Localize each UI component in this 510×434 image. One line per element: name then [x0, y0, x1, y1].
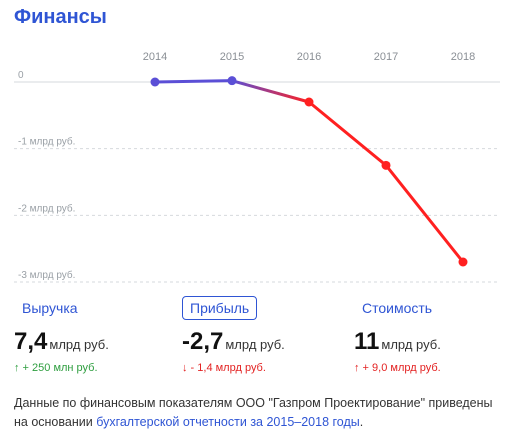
revenue-unit: млрд руб.: [49, 337, 109, 352]
y-tick-label: -1 млрд руб.: [18, 136, 75, 148]
profit-value: -2,7: [182, 328, 224, 355]
cost-unit: млрд руб.: [381, 337, 441, 352]
cost-value: 11: [354, 328, 380, 355]
revenue-change: ↑ + 250 млн руб.: [14, 362, 98, 374]
note-end: .: [359, 415, 364, 429]
x-tick-label: 2015: [220, 51, 244, 63]
data-point: [150, 77, 160, 87]
tab-cost[interactable]: Стоимость: [362, 300, 433, 316]
series-segment: [153, 79, 234, 84]
profit-change: ↓ - 1,4 млрд руб.: [182, 362, 266, 374]
y-tick-label: -2 млрд руб.: [18, 202, 75, 214]
data-source-note: Данные по финансовым показателям ООО "Га…: [14, 394, 504, 432]
x-tick-label: 2014: [143, 51, 167, 63]
section-title: Финансы: [14, 6, 107, 28]
revenue-value: 7,4: [14, 328, 48, 355]
data-point: [458, 257, 468, 267]
data-point: [227, 76, 237, 86]
tab-profit[interactable]: Прибыль: [182, 296, 258, 320]
series-segment: [384, 163, 465, 264]
financial-statements-link[interactable]: бухгалтерской отчетности за 2015–2018 го…: [96, 415, 360, 429]
data-point: [381, 160, 391, 170]
tab-revenue[interactable]: Выручка: [22, 300, 78, 316]
metric-value: Стоимость 11 млрд руб. ↑ + 9,0 млрд руб.: [354, 296, 504, 374]
note-text: Данные по финансовым показателям ООО "Га…: [14, 396, 493, 429]
data-point: [304, 97, 314, 107]
x-tick-label: 2018: [451, 51, 475, 63]
profit-unit: млрд руб.: [225, 337, 285, 352]
x-tick-label: 2017: [374, 51, 398, 63]
series-segment: [230, 79, 311, 104]
metric-profit: Прибыль -2,7 млрд руб. ↓ - 1,4 млрд руб.: [182, 296, 332, 374]
x-tick-label: 2016: [297, 51, 321, 63]
y-tick-label: -3 млрд руб.: [18, 269, 75, 281]
cost-change: ↑ + 9,0 млрд руб.: [354, 362, 441, 374]
y-tick-label: 0: [18, 70, 24, 81]
profit-line-chart: 0 -1 млрд руб. -2 млрд руб. -3 млрд руб. 20…: [14, 51, 500, 283]
series-segment: [307, 100, 388, 167]
metric-revenue: Выручка 7,4 млрд руб. ↑ + 250 млн руб.: [14, 296, 164, 374]
